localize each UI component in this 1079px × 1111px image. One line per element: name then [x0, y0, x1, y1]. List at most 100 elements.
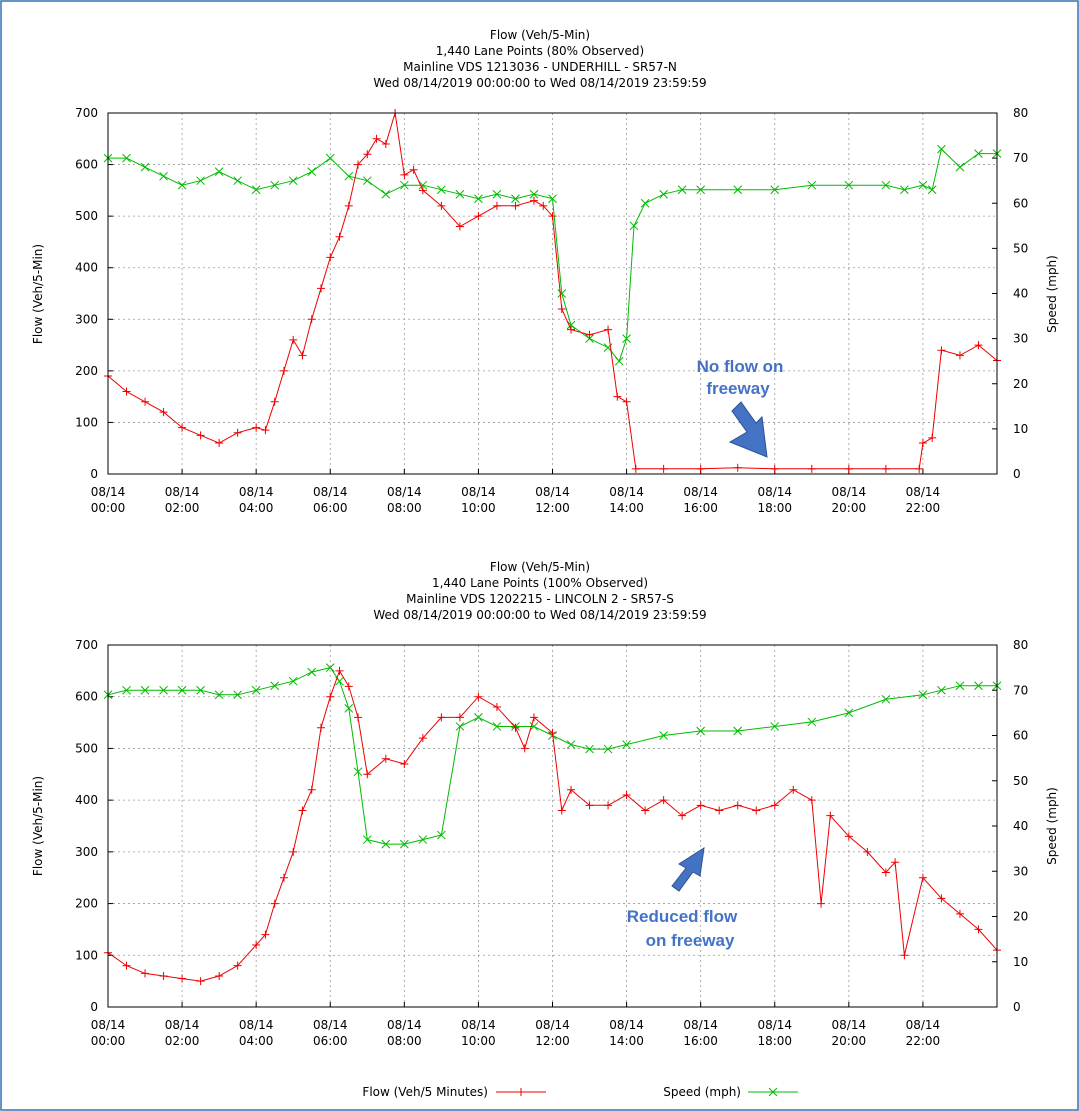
chart1-flow-point: [122, 387, 131, 396]
chart1-left-tick-label: 200: [75, 364, 98, 378]
chart2-flow-point: [844, 832, 853, 841]
chart2-speed-point: [659, 731, 668, 740]
chart2-speed-point: [955, 681, 965, 691]
chart2-x-tick-date: 08/14: [313, 1018, 348, 1032]
chart2-right-tick-label: 50: [1013, 774, 1028, 788]
chart2-flow-point: [955, 909, 964, 918]
chart2-left-axis-ticks: 0 100 200 300 400 500 600 700: [75, 638, 113, 1014]
chart2-flow-point: [437, 713, 446, 722]
chart1-flow-point: [363, 150, 372, 159]
chart2-flow-point: [279, 873, 288, 882]
chart2-flow-point: [492, 703, 501, 712]
chart1-right-tick-label: 50: [1013, 241, 1028, 255]
chart2-x-tick-date: 08/14: [535, 1018, 570, 1032]
chart2-flow-point: [178, 974, 187, 983]
chart1-speed-point: [770, 185, 780, 195]
chart1-x-tick-date: 08/14: [609, 485, 644, 499]
chart2-x-axis-ticks: 08/14 00:00 08/14 02:00 08/14 04:00 08/14 06:00…: [91, 1002, 940, 1048]
chart1-x-tick-time: 00:00: [91, 501, 126, 515]
chart1-right-tick-label: 30: [1013, 332, 1028, 346]
chart1-speed-point: [418, 180, 428, 190]
chart2-title-line3: Mainline VDS 1202215 - LINCOLN 2 - SR57-…: [406, 592, 674, 606]
chart2-flow-point: [715, 806, 724, 815]
chart1-x-tick-date: 08/14: [165, 485, 200, 499]
chart1-title-line3: Mainline VDS 1213036 - UNDERHILL - SR57-…: [403, 60, 677, 74]
chart1-flow-point: [178, 423, 187, 432]
chart2-left-tick-label: 400: [75, 793, 98, 807]
chart2-speed-point: [233, 690, 242, 700]
chart2-x-tick-date: 08/14: [91, 1018, 126, 1032]
chart2-right-tick-label: 20: [1013, 910, 1028, 924]
chart1-flow-line: [107, 112, 998, 470]
chart1-speed-point: [974, 149, 983, 158]
chart2-speed-point: [362, 835, 372, 844]
chart2-speed-point: [881, 694, 891, 704]
chart1-speed-point: [677, 185, 687, 195]
chart2-flow-point: [548, 728, 557, 737]
chart1-x-tick-time: 12:00: [535, 501, 570, 515]
chart2-flow-point: [881, 868, 890, 877]
chart2-annotation-arrow: [671, 846, 705, 892]
chart1-flow-point: [613, 392, 622, 401]
chart1-x-axis-ticks: 08/14 00:00 08/14 02:00 08/14 04:00 08/14 06:00…: [91, 469, 941, 515]
chart1-speed-point: [307, 167, 317, 177]
chart2-speed-point: [418, 835, 428, 844]
chart2-speed-point: [566, 740, 576, 749]
chart1-speed-point: [196, 176, 205, 186]
chart1-flow-point: [335, 232, 344, 241]
chart1-left-tick-label: 400: [75, 261, 98, 275]
chart1-flow-point: [215, 439, 224, 448]
chart1-x-tick-date: 08/14: [387, 485, 422, 499]
chart2-flow-point: [270, 899, 279, 908]
chart2-speed-point: [492, 722, 502, 731]
legend-flow-label: Flow (Veh/5 Minutes): [362, 1085, 488, 1099]
chart2-right-tick-label: 80: [1013, 638, 1028, 652]
chart2-speed-point: [844, 708, 854, 718]
chart1-flow-point: [733, 463, 742, 472]
chart2-speed-point: [585, 744, 594, 754]
chart2-flow-point: [159, 971, 168, 980]
chart1-speed-point: [214, 167, 224, 177]
chart2-flow-point: [298, 806, 307, 815]
chart2-speed-point: [437, 830, 446, 840]
chart1-speed-line: [108, 148, 997, 363]
chart2-speed-point: [529, 722, 539, 731]
chart1-right-tick-label: 20: [1013, 377, 1028, 391]
chart1-flow-point: [622, 397, 631, 406]
chart1-right-tick-label: 80: [1013, 106, 1028, 120]
chart2-flow-point: [474, 692, 483, 701]
chart2-flow-point: [520, 744, 529, 753]
chart2-x-tick-time: 08:00: [387, 1034, 422, 1048]
chart2-speed-point: [159, 685, 168, 695]
chart1-title-line2: 1,440 Lane Points (80% Observed): [436, 44, 644, 58]
chart2-speed-point: [270, 681, 280, 691]
chart1-speed-point: [622, 334, 631, 343]
chart1-flow-point: [326, 253, 335, 262]
chart2-flow-point: [316, 723, 325, 732]
chart1-flow-point: [289, 335, 298, 344]
chart2-right-tick-label: 70: [1013, 683, 1028, 697]
chart1-speed-point: [140, 162, 150, 172]
chart2-annotation-line2: on freeway: [646, 931, 735, 950]
chart1-flow-point: [974, 341, 983, 350]
chart1-x-tick-date: 08/14: [906, 485, 941, 499]
chart1-flow-point: [529, 196, 538, 205]
chart1-speed-point: [659, 189, 668, 199]
chart1-left-tick-label: 700: [75, 106, 98, 120]
chart1-flow-point: [696, 464, 705, 473]
chart2-title-line4: Wed 08/14/2019 00:00:00 to Wed 08/14/201…: [373, 608, 706, 622]
chart2-flow-point: [354, 713, 363, 722]
chart2-speed-point: [122, 685, 131, 695]
chart2-speed-point: [344, 703, 354, 713]
chart1-speed-point: [492, 189, 502, 199]
chart1-flow-point: [567, 325, 576, 334]
chart1-flow-point: [381, 139, 390, 148]
chart1-speed-point: [844, 180, 854, 190]
chart2-left-tick-label: 0: [90, 1000, 98, 1014]
chart2-flow-point: [261, 930, 270, 939]
chart1-speed-point: [344, 171, 354, 181]
chart1-flow-point: [141, 397, 150, 406]
chart2-flow-point: [974, 925, 983, 934]
chart2-flow-point: [307, 785, 316, 794]
